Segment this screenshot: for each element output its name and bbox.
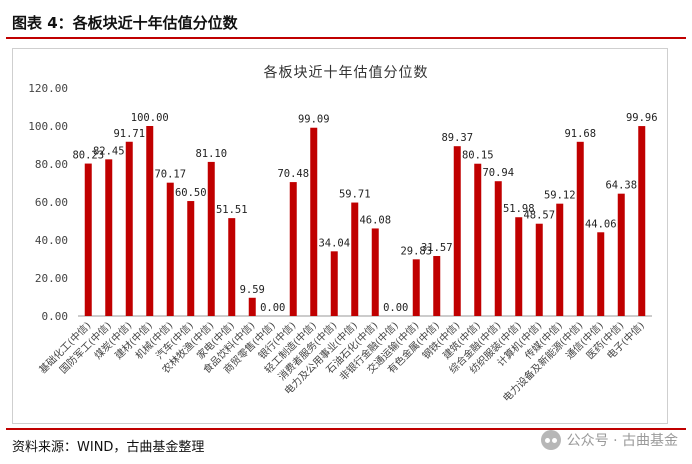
y-tick-label: 20.00: [35, 272, 68, 285]
data-label: 100.00: [131, 112, 169, 124]
data-label: 64.38: [605, 180, 637, 192]
bar: [535, 223, 543, 316]
bar: [125, 141, 133, 316]
bar: [453, 146, 461, 316]
bar: [207, 161, 215, 316]
data-label: 70.17: [154, 169, 186, 181]
watermark: 公众号 · 古曲基金: [540, 430, 678, 450]
bar: [556, 203, 564, 316]
bar: [289, 182, 297, 316]
data-label: 29.83: [400, 245, 432, 257]
bar: [330, 251, 338, 316]
bar: [515, 217, 523, 316]
bar: [248, 297, 256, 316]
bar: [187, 201, 195, 316]
report-header: 图表 4：各板块近十年估值分位数: [6, 5, 686, 39]
y-tick-label: 40.00: [35, 234, 68, 247]
bar: [371, 228, 379, 316]
data-label: 81.10: [195, 148, 227, 160]
bar: [412, 259, 420, 316]
bar: [146, 126, 154, 316]
bar: [494, 181, 502, 316]
data-label: 51.98: [503, 203, 535, 215]
wechat-icon: [540, 430, 561, 450]
y-tick-label: 100.00: [28, 120, 68, 133]
chart-title: 各板块近十年估值分位数: [263, 65, 429, 81]
data-label: 51.51: [216, 204, 248, 216]
data-label: 80.23: [72, 150, 104, 162]
y-tick-label: 80.00: [35, 158, 68, 171]
data-label: 91.71: [113, 128, 145, 140]
y-tick-label: 120.00: [28, 82, 68, 95]
data-label: 70.48: [277, 168, 309, 180]
data-label: 82.45: [93, 145, 125, 157]
data-label: 59.12: [544, 190, 576, 202]
bar: [228, 218, 236, 316]
data-label: 80.15: [462, 150, 494, 162]
bar: [638, 126, 646, 317]
data-label: 60.50: [175, 187, 207, 199]
data-label: 46.08: [359, 214, 391, 226]
data-label: 99.09: [298, 114, 330, 126]
bar: [474, 163, 482, 316]
data-label: 70.94: [482, 167, 514, 179]
footer-divider: [6, 428, 686, 430]
bar: [310, 127, 318, 316]
data-label: 91.68: [564, 128, 596, 140]
bar: [166, 182, 174, 316]
bar: [105, 159, 113, 316]
data-label: 89.37: [441, 132, 473, 144]
bar: [84, 163, 92, 316]
data-label: 48.57: [523, 210, 555, 222]
bar: [351, 202, 359, 316]
source-note: 资料来源：WIND，古曲基金整理: [12, 440, 205, 455]
y-tick-label: 0.00: [42, 310, 69, 323]
bar: [576, 141, 584, 316]
data-label: 0.00: [260, 302, 285, 314]
bar: [433, 256, 441, 316]
y-tick-label: 60.00: [35, 196, 68, 209]
bar: [617, 193, 625, 316]
bar: [597, 232, 605, 316]
data-label: 59.71: [339, 189, 371, 201]
data-label: 44.06: [585, 218, 617, 230]
data-label: 9.59: [240, 284, 265, 296]
data-label: 99.96: [626, 112, 658, 124]
figure-title: 图表 4：各板块近十年估值分位数: [12, 14, 238, 32]
data-label: 34.04: [318, 237, 350, 249]
data-label: 0.00: [383, 302, 408, 314]
watermark-text: 公众号 · 古曲基金: [566, 433, 678, 449]
data-label: 31.57: [421, 242, 453, 254]
